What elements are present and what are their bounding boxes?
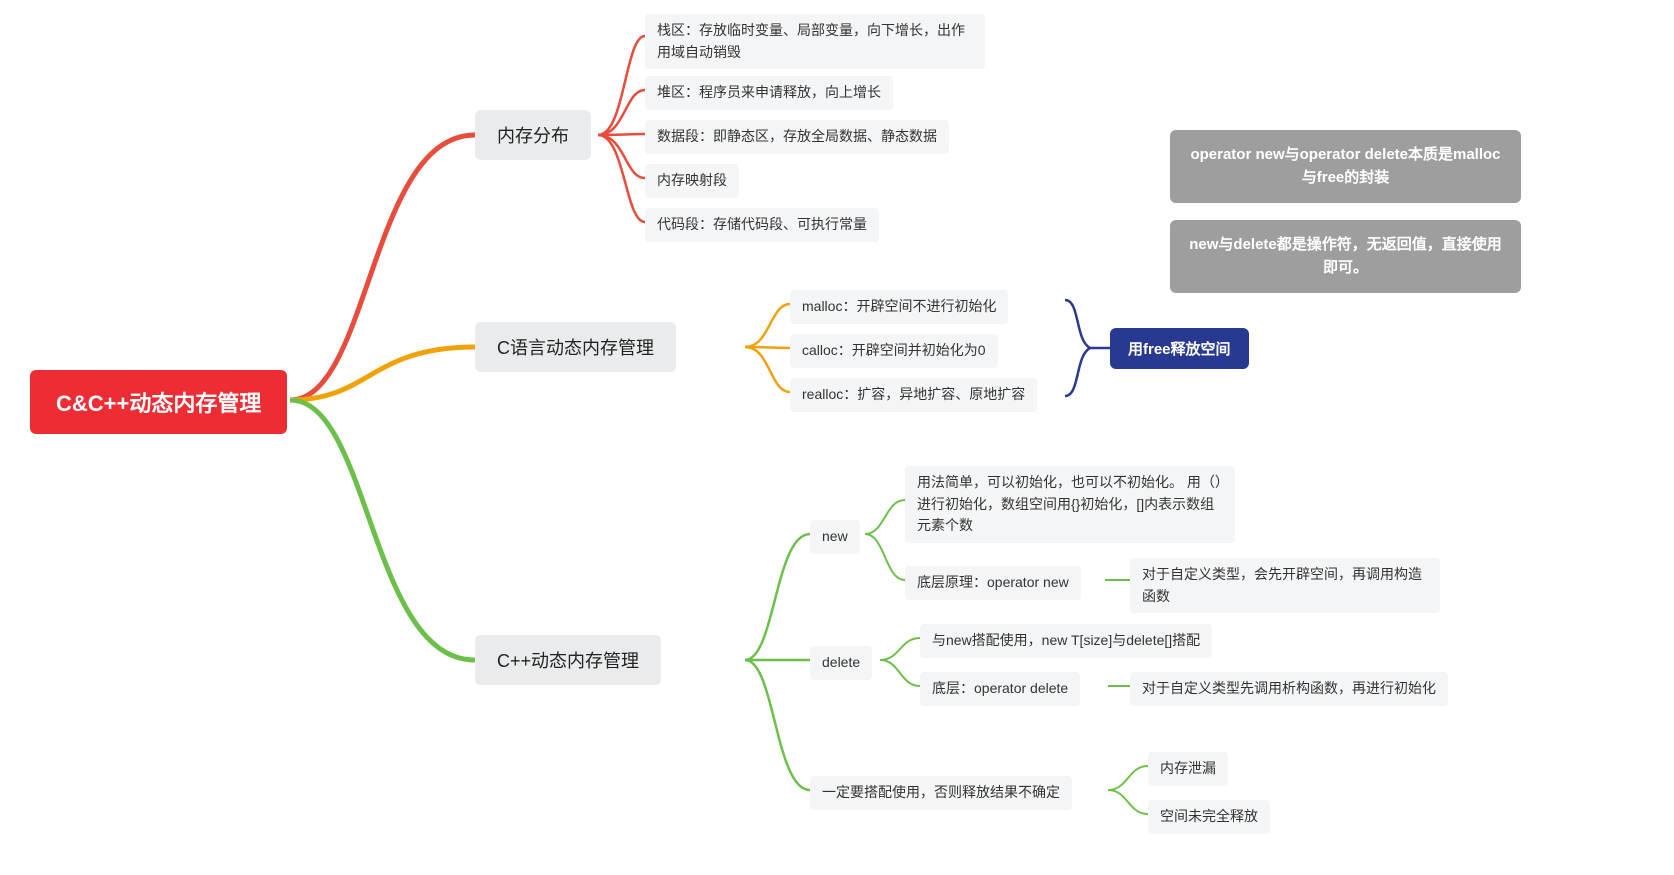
callout-operator: new与delete都是操作符，无返回值，直接使用即可。 xyxy=(1170,220,1521,293)
leaf-new-usage: 用法简单，可以初始化，也可以不初始化。 用（）进行初始化，数组空间用{}初始化，… xyxy=(905,466,1235,543)
node-new[interactable]: new xyxy=(810,520,860,554)
leaf-heap: 堆区：程序员来申请释放，向上增长 xyxy=(645,76,893,110)
branch-cpp-dynamic[interactable]: C++动态内存管理 xyxy=(475,635,661,685)
callout-op-new-delete: operator new与operator delete本质是malloc与fr… xyxy=(1170,130,1521,203)
leaf-memory-leak: 内存泄漏 xyxy=(1148,752,1228,786)
leaf-new-operator: 底层原理：operator new xyxy=(905,566,1081,600)
leaf-delete-usage: 与new搭配使用，new T[size]与delete[]搭配 xyxy=(920,624,1212,658)
node-delete[interactable]: delete xyxy=(810,646,872,680)
node-pair-rule: 一定要搭配使用，否则释放结果不确定 xyxy=(810,776,1072,810)
leaf-mmap: 内存映射段 xyxy=(645,164,739,198)
leaf-code-segment: 代码段：存储代码段、可执行常量 xyxy=(645,208,879,242)
badge-free: 用free释放空间 xyxy=(1110,328,1249,369)
leaf-stack: 栈区：存放临时变量、局部变量，向下增长，出作用域自动销毁 xyxy=(645,14,985,69)
root-node[interactable]: C&C++动态内存管理 xyxy=(30,370,287,434)
branch-memory-layout[interactable]: 内存分布 xyxy=(475,110,591,160)
leaf-not-fully-released: 空间未完全释放 xyxy=(1148,800,1270,834)
leaf-delete-operator: 底层：operator delete xyxy=(920,672,1080,706)
leaf-new-operator-ext: 对于自定义类型，会先开辟空间，再调用构造函数 xyxy=(1130,558,1440,613)
leaf-delete-operator-ext: 对于自定义类型先调用析构函数，再进行初始化 xyxy=(1130,672,1448,706)
branch-c-dynamic[interactable]: C语言动态内存管理 xyxy=(475,322,676,372)
leaf-data-segment: 数据段：即静态区，存放全局数据、静态数据 xyxy=(645,120,949,154)
leaf-calloc: calloc：开辟空间并初始化为0 xyxy=(790,334,998,368)
leaf-malloc: malloc：开辟空间不进行初始化 xyxy=(790,290,1008,324)
leaf-realloc: realloc：扩容，异地扩容、原地扩容 xyxy=(790,378,1037,412)
